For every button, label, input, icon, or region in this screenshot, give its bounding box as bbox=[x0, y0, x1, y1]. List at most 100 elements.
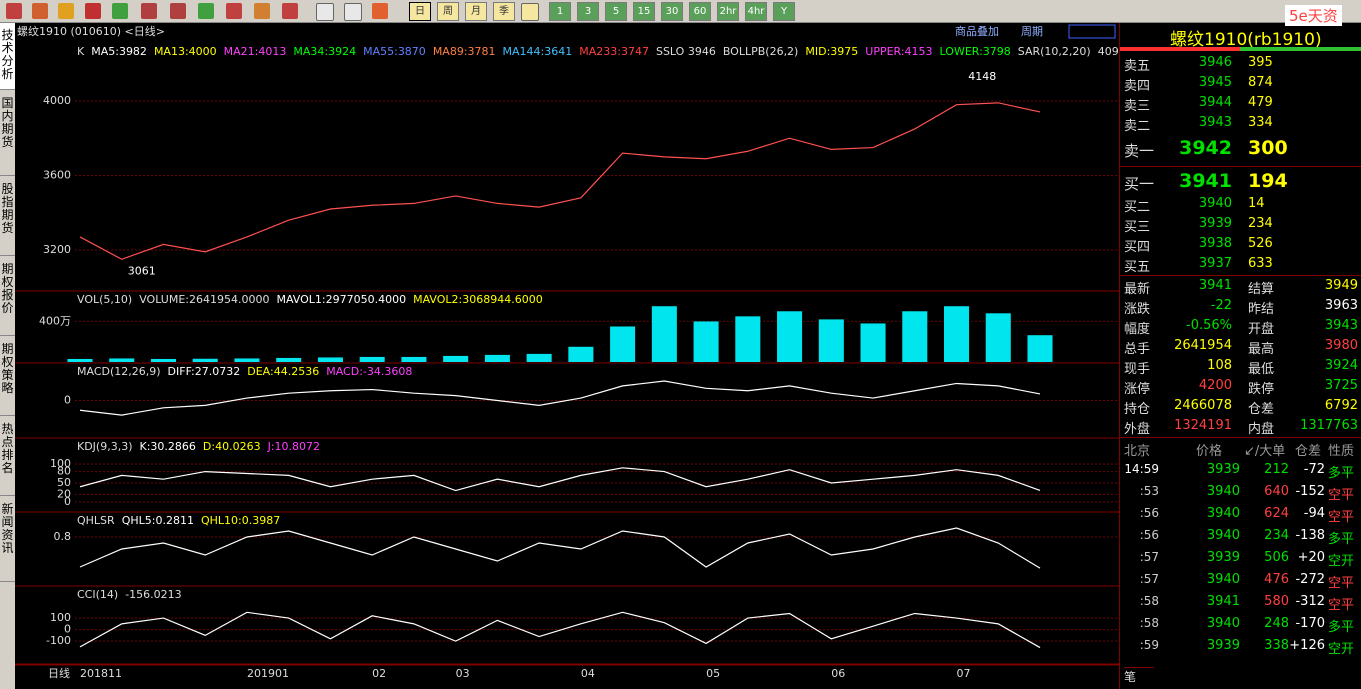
trade-nature: 多平 bbox=[1328, 466, 1355, 481]
trade-header: 北京 bbox=[1124, 444, 1151, 459]
y-tick-label: 0 bbox=[64, 495, 71, 508]
icon[interactable] bbox=[58, 3, 74, 19]
icon[interactable] bbox=[198, 3, 214, 19]
legend-entry: MAVOL2:3068944.6000 bbox=[413, 293, 543, 306]
y-tick-label: 50 bbox=[57, 476, 71, 489]
trade-time: :56 bbox=[1139, 506, 1159, 520]
legend-entry: MA89:3781 bbox=[433, 45, 496, 58]
annotation: 4148 bbox=[968, 70, 996, 83]
icon[interactable] bbox=[141, 3, 157, 19]
series-line bbox=[79, 467, 1041, 492]
bar bbox=[192, 358, 218, 362]
trade-price: 3940 bbox=[1206, 528, 1240, 543]
toolbar-button[interactable]: 30 bbox=[661, 2, 683, 21]
ask-label: 卖一 bbox=[1124, 142, 1155, 160]
side-tab[interactable]: 股指期货 bbox=[0, 177, 15, 256]
x-axis-bg bbox=[15, 665, 1119, 689]
trade-header: 仓差 bbox=[1295, 444, 1322, 459]
toolbar-button[interactable]: 60 bbox=[689, 2, 711, 21]
icon[interactable] bbox=[6, 3, 22, 19]
toolbar-button[interactable]: 周 bbox=[437, 2, 459, 21]
icon[interactable] bbox=[344, 3, 362, 21]
toolbar-button[interactable]: 15 bbox=[633, 2, 655, 21]
y-tick-label: 4000 bbox=[43, 94, 71, 107]
side-tab[interactable]: 期权策略 bbox=[0, 337, 15, 416]
trade-volume: 580 bbox=[1264, 594, 1289, 609]
icon[interactable] bbox=[112, 3, 128, 19]
x-tick-label: 201811 bbox=[80, 667, 122, 680]
y-tick-label: 0 bbox=[64, 394, 71, 407]
legend-entry: KDJ(9,3,3) bbox=[77, 440, 133, 453]
legend-entry: D:40.0263 bbox=[203, 440, 261, 453]
y-tick-label: 3600 bbox=[43, 168, 71, 181]
x-tick-label: 02 bbox=[372, 667, 386, 680]
legend-entry: MACD:-34.3608 bbox=[326, 365, 412, 378]
bar bbox=[651, 306, 677, 362]
trade-change: -94 bbox=[1303, 506, 1325, 521]
trade-time: :56 bbox=[1139, 528, 1159, 542]
icon[interactable] bbox=[372, 3, 388, 19]
legend-entry: DIFF:27.0732 bbox=[168, 365, 241, 378]
ask-label: 卖四 bbox=[1124, 79, 1151, 94]
side-tab[interactable]: 热点排名 bbox=[0, 417, 15, 496]
toolbar-button[interactable]: Y bbox=[773, 2, 795, 21]
trade-price: 3939 bbox=[1206, 462, 1240, 477]
chart-button[interactable]: 商品叠加 bbox=[955, 24, 999, 38]
icon[interactable] bbox=[170, 3, 186, 19]
chart-button[interactable]: 周期 bbox=[1021, 25, 1043, 38]
stat-label: 最高 bbox=[1248, 342, 1275, 357]
side-tab[interactable]: 国内期货 bbox=[0, 91, 15, 176]
toolbar-button[interactable]: 月 bbox=[465, 2, 487, 21]
bid-volume: 633 bbox=[1248, 256, 1273, 271]
icon[interactable] bbox=[32, 3, 48, 19]
toolbar-button[interactable]: 5 bbox=[605, 2, 627, 21]
stat-value: 1324191 bbox=[1174, 418, 1232, 433]
ask-label: 卖三 bbox=[1124, 99, 1151, 114]
side-tab[interactable]: 新闻资讯 bbox=[0, 497, 15, 582]
toolbar-button[interactable]: 日 bbox=[409, 2, 431, 21]
icon[interactable] bbox=[85, 3, 101, 19]
progress bbox=[1240, 47, 1361, 51]
y-tick-label: 80 bbox=[57, 465, 71, 478]
nav-buttons[interactable] bbox=[1068, 24, 1116, 39]
legend-entry: MID:3975 bbox=[805, 45, 858, 58]
side-tab[interactable]: 期权报价 bbox=[0, 257, 15, 336]
y-tick-label: 100 bbox=[50, 457, 71, 470]
trade-volume: 234 bbox=[1264, 528, 1289, 543]
stat-value: 3943 bbox=[1324, 318, 1358, 333]
footer-tab[interactable]: 笔 bbox=[1124, 667, 1154, 685]
icon[interactable] bbox=[254, 3, 270, 19]
trade-change: -72 bbox=[1303, 462, 1325, 477]
icon[interactable] bbox=[316, 3, 334, 21]
trade-nature: 空平 bbox=[1328, 510, 1355, 525]
bid-price: 3939 bbox=[1198, 216, 1232, 231]
toolbar-button[interactable]: 季 bbox=[493, 2, 515, 21]
ask-price: 3944 bbox=[1198, 95, 1232, 110]
legend-entry: MA233:3747 bbox=[579, 45, 649, 58]
y-tick-label: 400万 bbox=[39, 314, 71, 327]
trade-change: -272 bbox=[1295, 572, 1325, 587]
legend-entry: VOLUME:2641954.0000 bbox=[139, 293, 269, 306]
side-tab[interactable]: 技术分析 bbox=[0, 23, 15, 90]
icon[interactable] bbox=[521, 3, 539, 21]
bar bbox=[276, 357, 302, 362]
toolbar-button[interactable]: 2hr bbox=[717, 2, 739, 21]
toolbar-button[interactable]: 3 bbox=[577, 2, 599, 21]
stat-value: 4200 bbox=[1198, 378, 1232, 393]
stat-label: 幅度 bbox=[1124, 322, 1151, 337]
stat-label: 涨停 bbox=[1124, 382, 1151, 397]
legend-entry: K:30.2866 bbox=[140, 440, 196, 453]
toolbar-button[interactable]: 4hr bbox=[745, 2, 767, 21]
trade-price: 3939 bbox=[1206, 638, 1240, 653]
x-tick-label: 04 bbox=[581, 667, 595, 680]
trade-header: 价格 bbox=[1196, 444, 1223, 459]
toolbar-button[interactable]: 1 bbox=[549, 2, 571, 21]
divider bbox=[1120, 437, 1361, 438]
stat-label: 仓差 bbox=[1248, 402, 1275, 417]
icon[interactable] bbox=[282, 3, 298, 19]
icon[interactable] bbox=[226, 3, 242, 19]
legend-entry: K bbox=[77, 45, 85, 58]
trade-volume: 624 bbox=[1264, 506, 1289, 521]
stat-label: 涨跌 bbox=[1124, 302, 1151, 317]
stat-value: 3949 bbox=[1324, 278, 1358, 293]
